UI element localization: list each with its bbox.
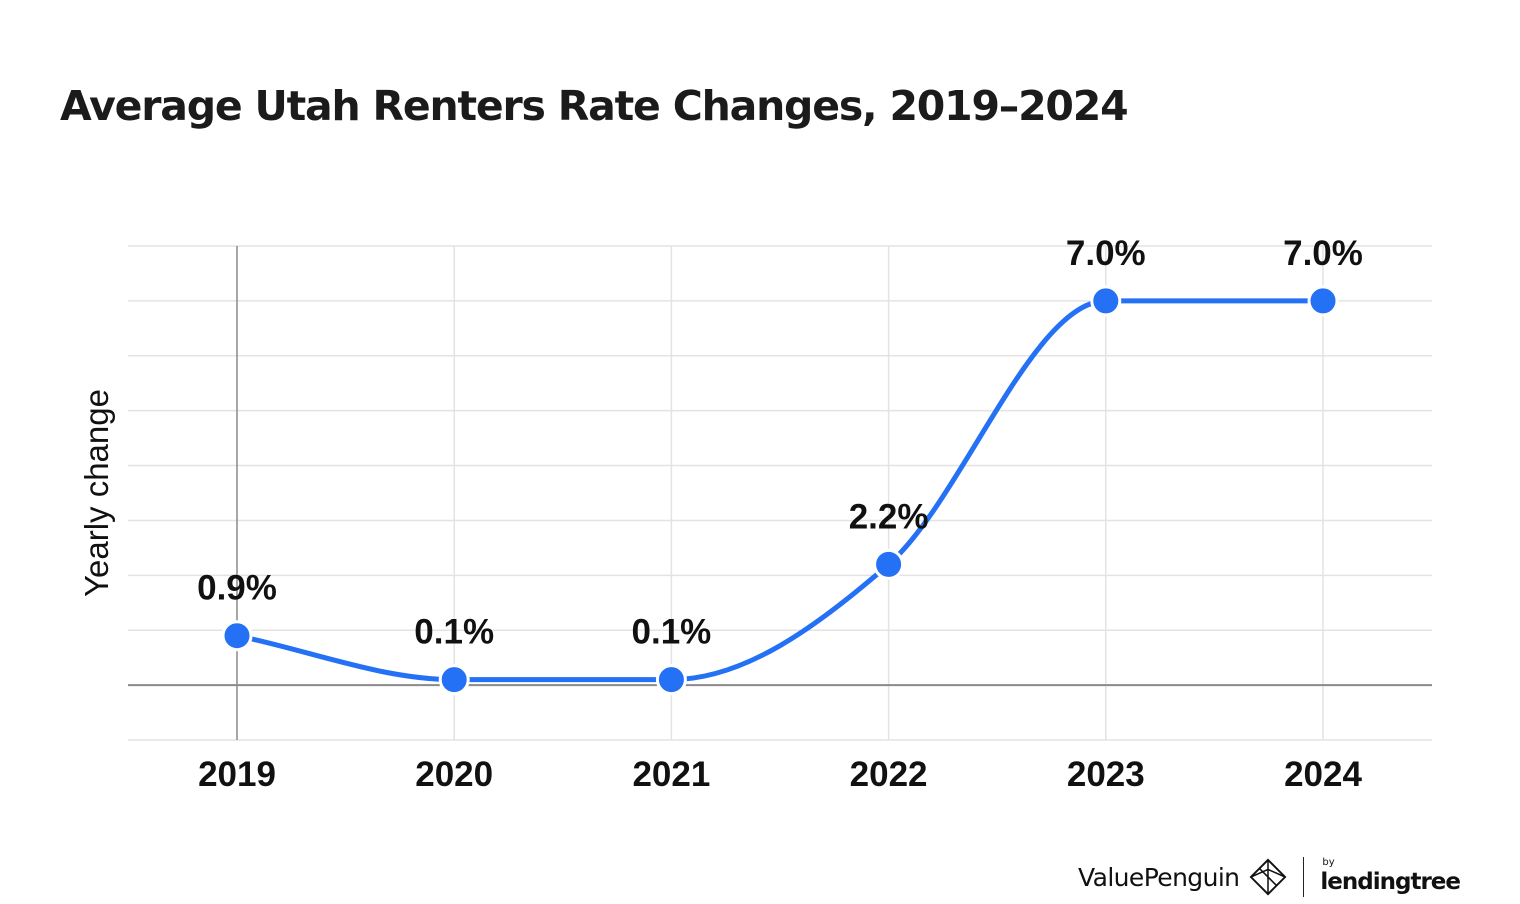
by-label: by (1322, 857, 1335, 868)
data-point (438, 664, 470, 696)
x-tick-label: 2023 (1067, 755, 1145, 794)
data-point (221, 620, 253, 652)
footer-branding: ValuePenguin by lendingtree (1078, 854, 1461, 900)
series-line (234, 298, 1326, 683)
valuepenguin-wordmark: ValuePenguin (1078, 862, 1240, 892)
data-points (221, 285, 1339, 696)
data-label: 7.0% (1066, 234, 1146, 273)
data-point (655, 664, 687, 696)
data-point (873, 548, 905, 580)
vertical-gridlines (453, 246, 1324, 740)
x-tick-label: 2020 (415, 755, 493, 794)
data-point (1090, 285, 1122, 317)
lendingtree-label: lendingtree (1320, 869, 1461, 895)
data-label: 0.1% (632, 613, 712, 652)
footer-divider (1303, 857, 1305, 897)
lendingtree-wordmark: by lendingtree (1320, 857, 1461, 895)
data-label: 2.2% (849, 497, 929, 536)
x-tick-label: 2022 (850, 755, 928, 794)
x-tick-label: 2021 (632, 755, 710, 794)
data-label: 7.0% (1283, 234, 1363, 273)
chart-title: Average Utah Renters Rate Changes, 2019–… (60, 82, 1129, 130)
x-tick-label: 2024 (1284, 755, 1362, 794)
data-label: 0.9% (197, 569, 277, 608)
valuepenguin-logo-icon (1249, 858, 1287, 896)
data-point (1307, 285, 1339, 317)
horizontal-gridlines (128, 245, 1432, 741)
axes (128, 246, 1432, 740)
data-label: 0.1% (414, 613, 494, 652)
y-axis-label: Yearly change (78, 389, 115, 597)
x-tick-label: 2019 (198, 755, 276, 794)
data-labels: 0.9% 0.1% 0.1% 2.2% 7.0% 7.0% (197, 234, 1363, 652)
x-tick-labels: 2019 2020 2021 2022 2023 2024 (198, 755, 1362, 794)
